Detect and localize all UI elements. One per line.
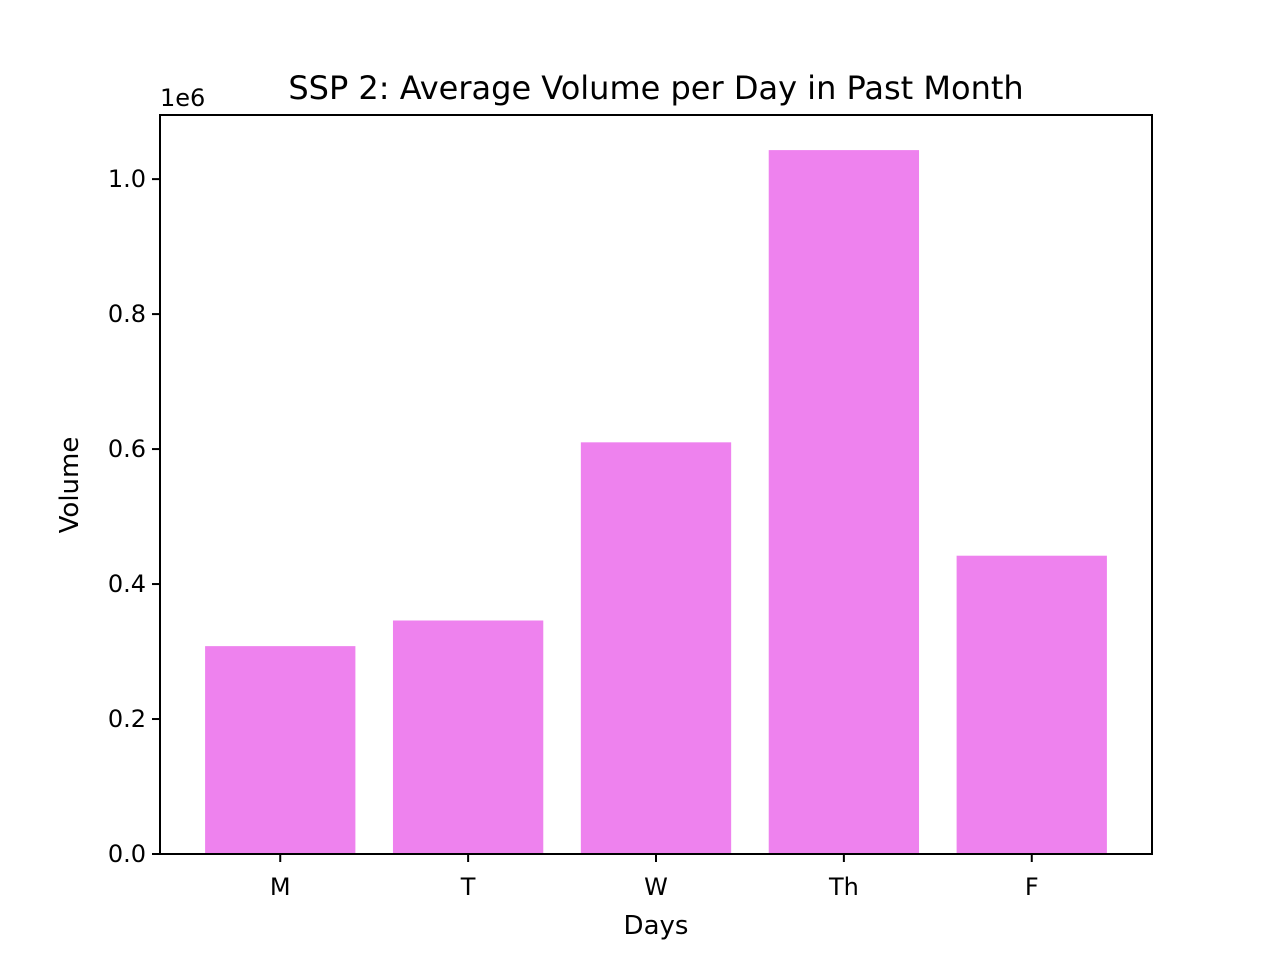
x-tick-label: T — [460, 873, 476, 901]
bar-m — [205, 646, 356, 854]
axes-layer: 0.0 0.2 0.4 0.6 0.8 1.0 M T W Th F — [108, 114, 1153, 901]
bar-f — [956, 555, 1107, 854]
bar-th — [768, 150, 920, 855]
y-tick-label: 0.8 — [108, 300, 146, 328]
y-axis-label: Volume — [55, 437, 85, 534]
bar-w — [580, 442, 732, 854]
chart-title: SSP 2: Average Volume per Day in Past Mo… — [288, 69, 1023, 107]
x-tick-label: M — [270, 873, 291, 901]
x-tick-label: Th — [828, 873, 859, 901]
y-tick-label: 0.4 — [108, 570, 146, 598]
bars-layer — [205, 150, 1107, 855]
y-tick-label: 0.6 — [108, 435, 146, 463]
y-axis-offset-label: 1e6 — [160, 84, 205, 112]
x-axis-label: Days — [624, 911, 689, 941]
y-tick-label: 0.2 — [108, 705, 146, 733]
y-tick-label: 1.0 — [108, 165, 146, 193]
y-tick-label: 0.0 — [108, 840, 146, 868]
bar-t — [392, 620, 544, 854]
x-tick-label: F — [1025, 873, 1039, 901]
x-tick-label: W — [644, 873, 668, 901]
